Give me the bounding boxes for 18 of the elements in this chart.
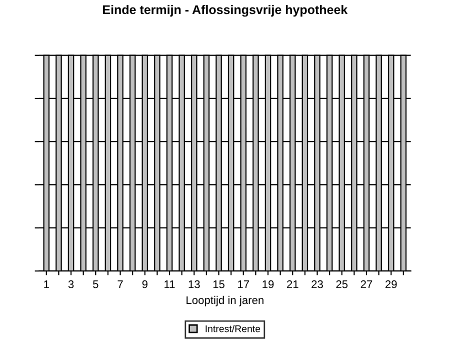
x-tick-label: 7: [118, 280, 123, 288]
x-tick-label: 17: [238, 280, 249, 288]
x-tick-label: 27: [360, 280, 372, 288]
chart-title: Einde termijn - Aflossingsvrije hypotheek: [103, 4, 348, 17]
x-tick-label: 11: [164, 280, 175, 288]
x-tick-label: 15: [213, 280, 224, 288]
x-tick-label: 23: [312, 280, 323, 288]
x-tick-label: 21: [287, 280, 298, 288]
x-tick-label: 19: [262, 280, 274, 288]
x-tick-label: 25: [336, 280, 348, 288]
x-tick-label: 3: [68, 280, 74, 288]
x-tick-label: 5: [93, 280, 98, 288]
x-tick-label: 13: [188, 280, 200, 288]
x-tick-label: 9: [142, 280, 148, 288]
legend-label: Intrest/Rente: [206, 325, 260, 332]
x-axis-title: Looptijd in jaren: [186, 296, 264, 306]
x-tick-label: 1: [44, 280, 49, 288]
x-tick-label: 29: [385, 280, 397, 288]
